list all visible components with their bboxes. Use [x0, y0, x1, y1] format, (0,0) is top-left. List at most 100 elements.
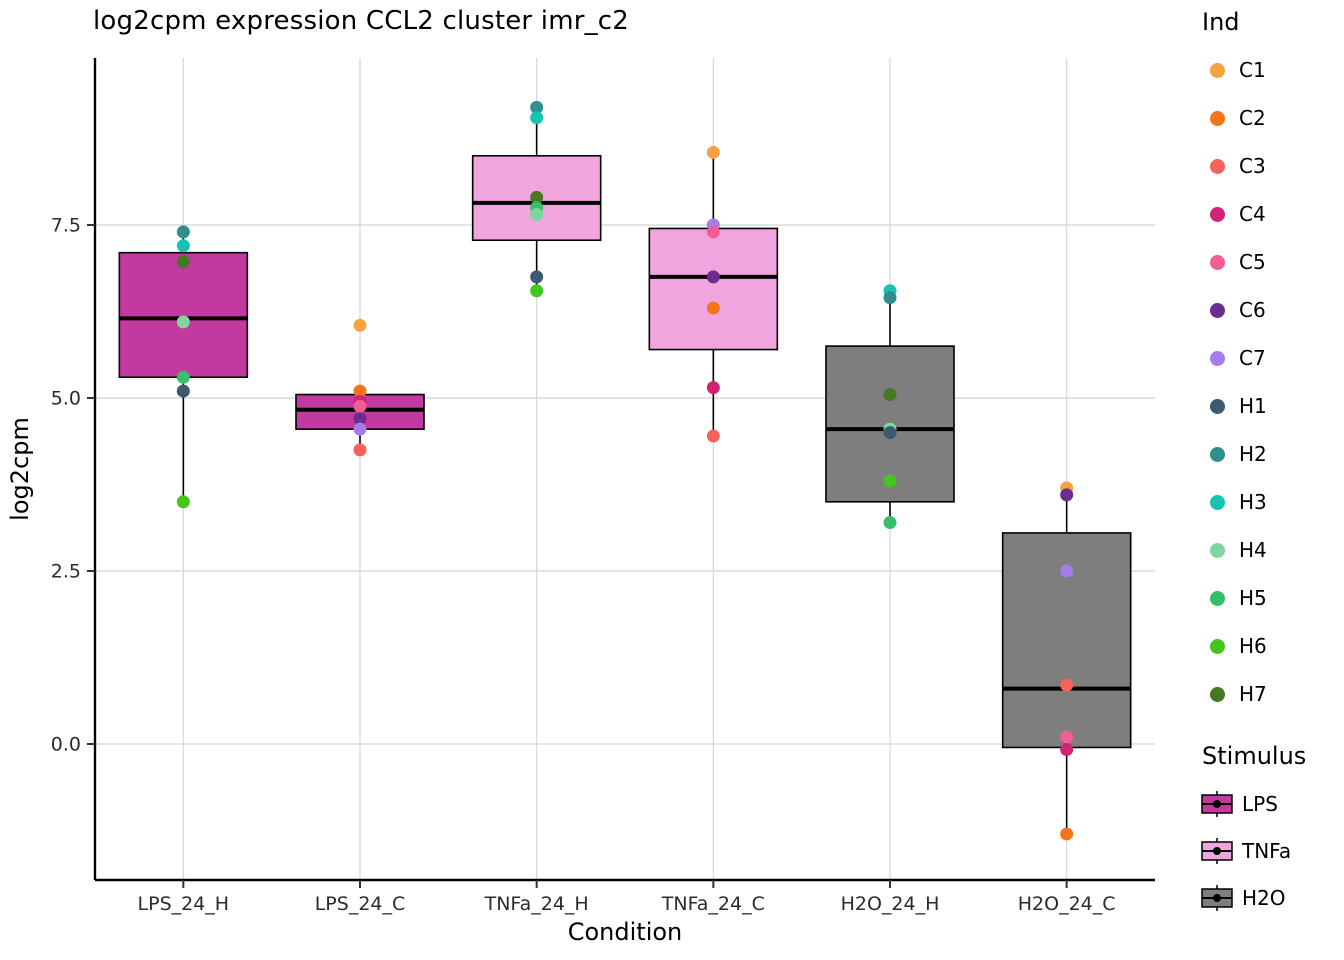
legend-stimulus: Stimulus LPS TNFa H2O — [1196, 742, 1344, 921]
chart-title: log2cpm expression CCL2 cluster imr_c2 — [93, 6, 630, 36]
point-TNFa_24_H-H2 — [530, 100, 544, 114]
point-LPS_24_H-H4 — [176, 315, 190, 329]
point-LPS_24_H-H3 — [176, 239, 190, 253]
point-H2O_24_C-C5 — [1060, 730, 1074, 744]
legend-ind-label: C6 — [1239, 298, 1266, 322]
legend-ind-item-H4: H4 — [1196, 526, 1344, 574]
legend-stimulus-label: H2O — [1242, 885, 1286, 910]
point-LPS_24_H-H1 — [176, 384, 190, 398]
point-TNFa_24_C-C4 — [706, 381, 720, 395]
legend-ind-items: C1 C2 C3 C4 C5 C6 C7 H1 H2 H3 H4 H5 H6 H7 — [1196, 46, 1344, 718]
x-tick-label: LPS_24_H — [138, 893, 230, 915]
point-H2O_24_C-C6 — [1060, 488, 1074, 502]
point-TNFa_24_C-C2 — [706, 301, 720, 315]
point-TNFa_24_H-H6 — [530, 284, 544, 298]
point-TNFa_24_H-H7 — [530, 190, 544, 204]
legend-ind-label: H2 — [1239, 442, 1267, 466]
legend-dot-icon — [1210, 350, 1225, 366]
legend-ind-item-C4: C4 — [1196, 190, 1344, 238]
point-LPS_24_C-C3 — [353, 443, 367, 457]
point-LPS_24_H-H5 — [176, 370, 190, 384]
legend-stimulus-label: LPS — [1242, 791, 1278, 816]
legend-ind-item-C3: C3 — [1196, 142, 1344, 190]
legend-boxplot-icon — [1201, 884, 1233, 911]
point-LPS_24_C-C5 — [353, 399, 367, 413]
legend-ind-title: Ind — [1202, 8, 1240, 36]
x-axis-label: Condition — [567, 918, 683, 946]
point-TNFa_24_C-C5 — [706, 225, 720, 239]
x-tick-label: H2O_24_H — [841, 893, 940, 915]
point-H2O_24_C-C4 — [1060, 743, 1074, 757]
x-tick-label: LPS_24_C — [315, 893, 406, 915]
legend-ind-label: C4 — [1239, 202, 1266, 226]
legend-dot-icon — [1210, 542, 1225, 558]
point-TNFa_24_H-H4 — [530, 208, 544, 222]
point-H2O_24_C-C7 — [1060, 564, 1074, 578]
legend-dot-icon — [1210, 206, 1225, 222]
legend-ind-item-C2: C2 — [1196, 94, 1344, 142]
point-H2O_24_H-H6 — [883, 474, 897, 488]
legend-ind-label: H5 — [1239, 586, 1267, 610]
legend-ind-label: C5 — [1239, 250, 1266, 274]
point-H2O_24_H-H5 — [883, 516, 897, 530]
x-tick-label: TNFa_24_C — [661, 893, 765, 915]
y-axis-label: log2cpm — [6, 417, 34, 521]
point-TNFa_24_H-H1 — [530, 270, 544, 284]
point-H2O_24_C-C2 — [1060, 827, 1074, 841]
legend-dot-icon — [1210, 254, 1225, 270]
legend-ind-label: H1 — [1239, 394, 1267, 418]
legend-dot-icon — [1210, 686, 1225, 702]
y-tick-label: 0.0 — [51, 734, 81, 756]
legend-ind-item-H6: H6 — [1196, 622, 1344, 670]
legend-ind-label: H7 — [1239, 682, 1267, 706]
legend-stimulus-items: LPS TNFa H2O — [1196, 780, 1344, 921]
y-tick-label: 5.0 — [51, 388, 81, 410]
legend-stimulus-item-TNFa: TNFa — [1196, 827, 1344, 874]
legend-stimulus-item-H2O: H2O — [1196, 874, 1344, 921]
legend-ind-label: C1 — [1239, 58, 1266, 82]
point-LPS_24_C-C7 — [353, 422, 367, 436]
point-LPS_24_C-C2 — [353, 384, 367, 398]
legend-stimulus-title: Stimulus — [1202, 742, 1307, 770]
x-tick-label: H2O_24_C — [1018, 893, 1116, 915]
legend-ind-item-H7: H7 — [1196, 670, 1344, 718]
legend-ind-item-C1: C1 — [1196, 46, 1344, 94]
y-tick-label: 2.5 — [51, 561, 81, 583]
point-LPS_24_C-C6 — [353, 412, 367, 426]
point-LPS_24_H-H7 — [176, 255, 190, 269]
legend-dot-icon — [1210, 398, 1225, 414]
legend-ind-label: C2 — [1239, 106, 1266, 130]
legend-ind-item-C7: C7 — [1196, 334, 1344, 382]
legend-stimulus-item-LPS: LPS — [1196, 780, 1344, 827]
legend-dot-icon — [1210, 158, 1225, 174]
legend-ind-label: H6 — [1239, 634, 1267, 658]
legend-stimulus-label: TNFa — [1242, 838, 1292, 863]
legend-dot-icon — [1210, 110, 1225, 126]
legend-dot-icon — [1210, 446, 1225, 462]
point-TNFa_24_C-C6 — [706, 270, 720, 284]
legend-ind-item-C5: C5 — [1196, 238, 1344, 286]
point-TNFa_24_C-C1 — [706, 145, 720, 159]
legend-dot-icon — [1210, 62, 1225, 78]
point-H2O_24_C-C3 — [1060, 678, 1074, 692]
legend-ind: Ind C1 C2 C3 C4 C5 C6 C7 H1 H2 H3 H4 H5 H6 H7 — [1196, 8, 1344, 718]
legend-ind-item-H2: H2 — [1196, 430, 1344, 478]
point-H2O_24_H-H7 — [883, 388, 897, 402]
legend-ind-item-H1: H1 — [1196, 382, 1344, 430]
point-LPS_24_C-C1 — [353, 318, 367, 332]
x-tick-label: TNFa_24_H — [484, 893, 589, 915]
legend-ind-label: H3 — [1239, 490, 1267, 514]
legend-boxplot-icon — [1201, 790, 1233, 817]
point-TNFa_24_H-H3 — [530, 111, 544, 125]
box-LPS_24_H — [118, 251, 249, 379]
legend-boxplot-icon — [1201, 837, 1233, 864]
point-TNFa_24_C-C3 — [706, 429, 720, 443]
point-LPS_24_H-H2 — [176, 225, 190, 239]
legend-ind-item-C6: C6 — [1196, 286, 1344, 334]
legend-dot-icon — [1210, 494, 1225, 510]
y-tick-label: 7.5 — [51, 215, 81, 237]
legend-dot-icon — [1210, 302, 1225, 318]
legend-dot-icon — [1210, 638, 1225, 654]
